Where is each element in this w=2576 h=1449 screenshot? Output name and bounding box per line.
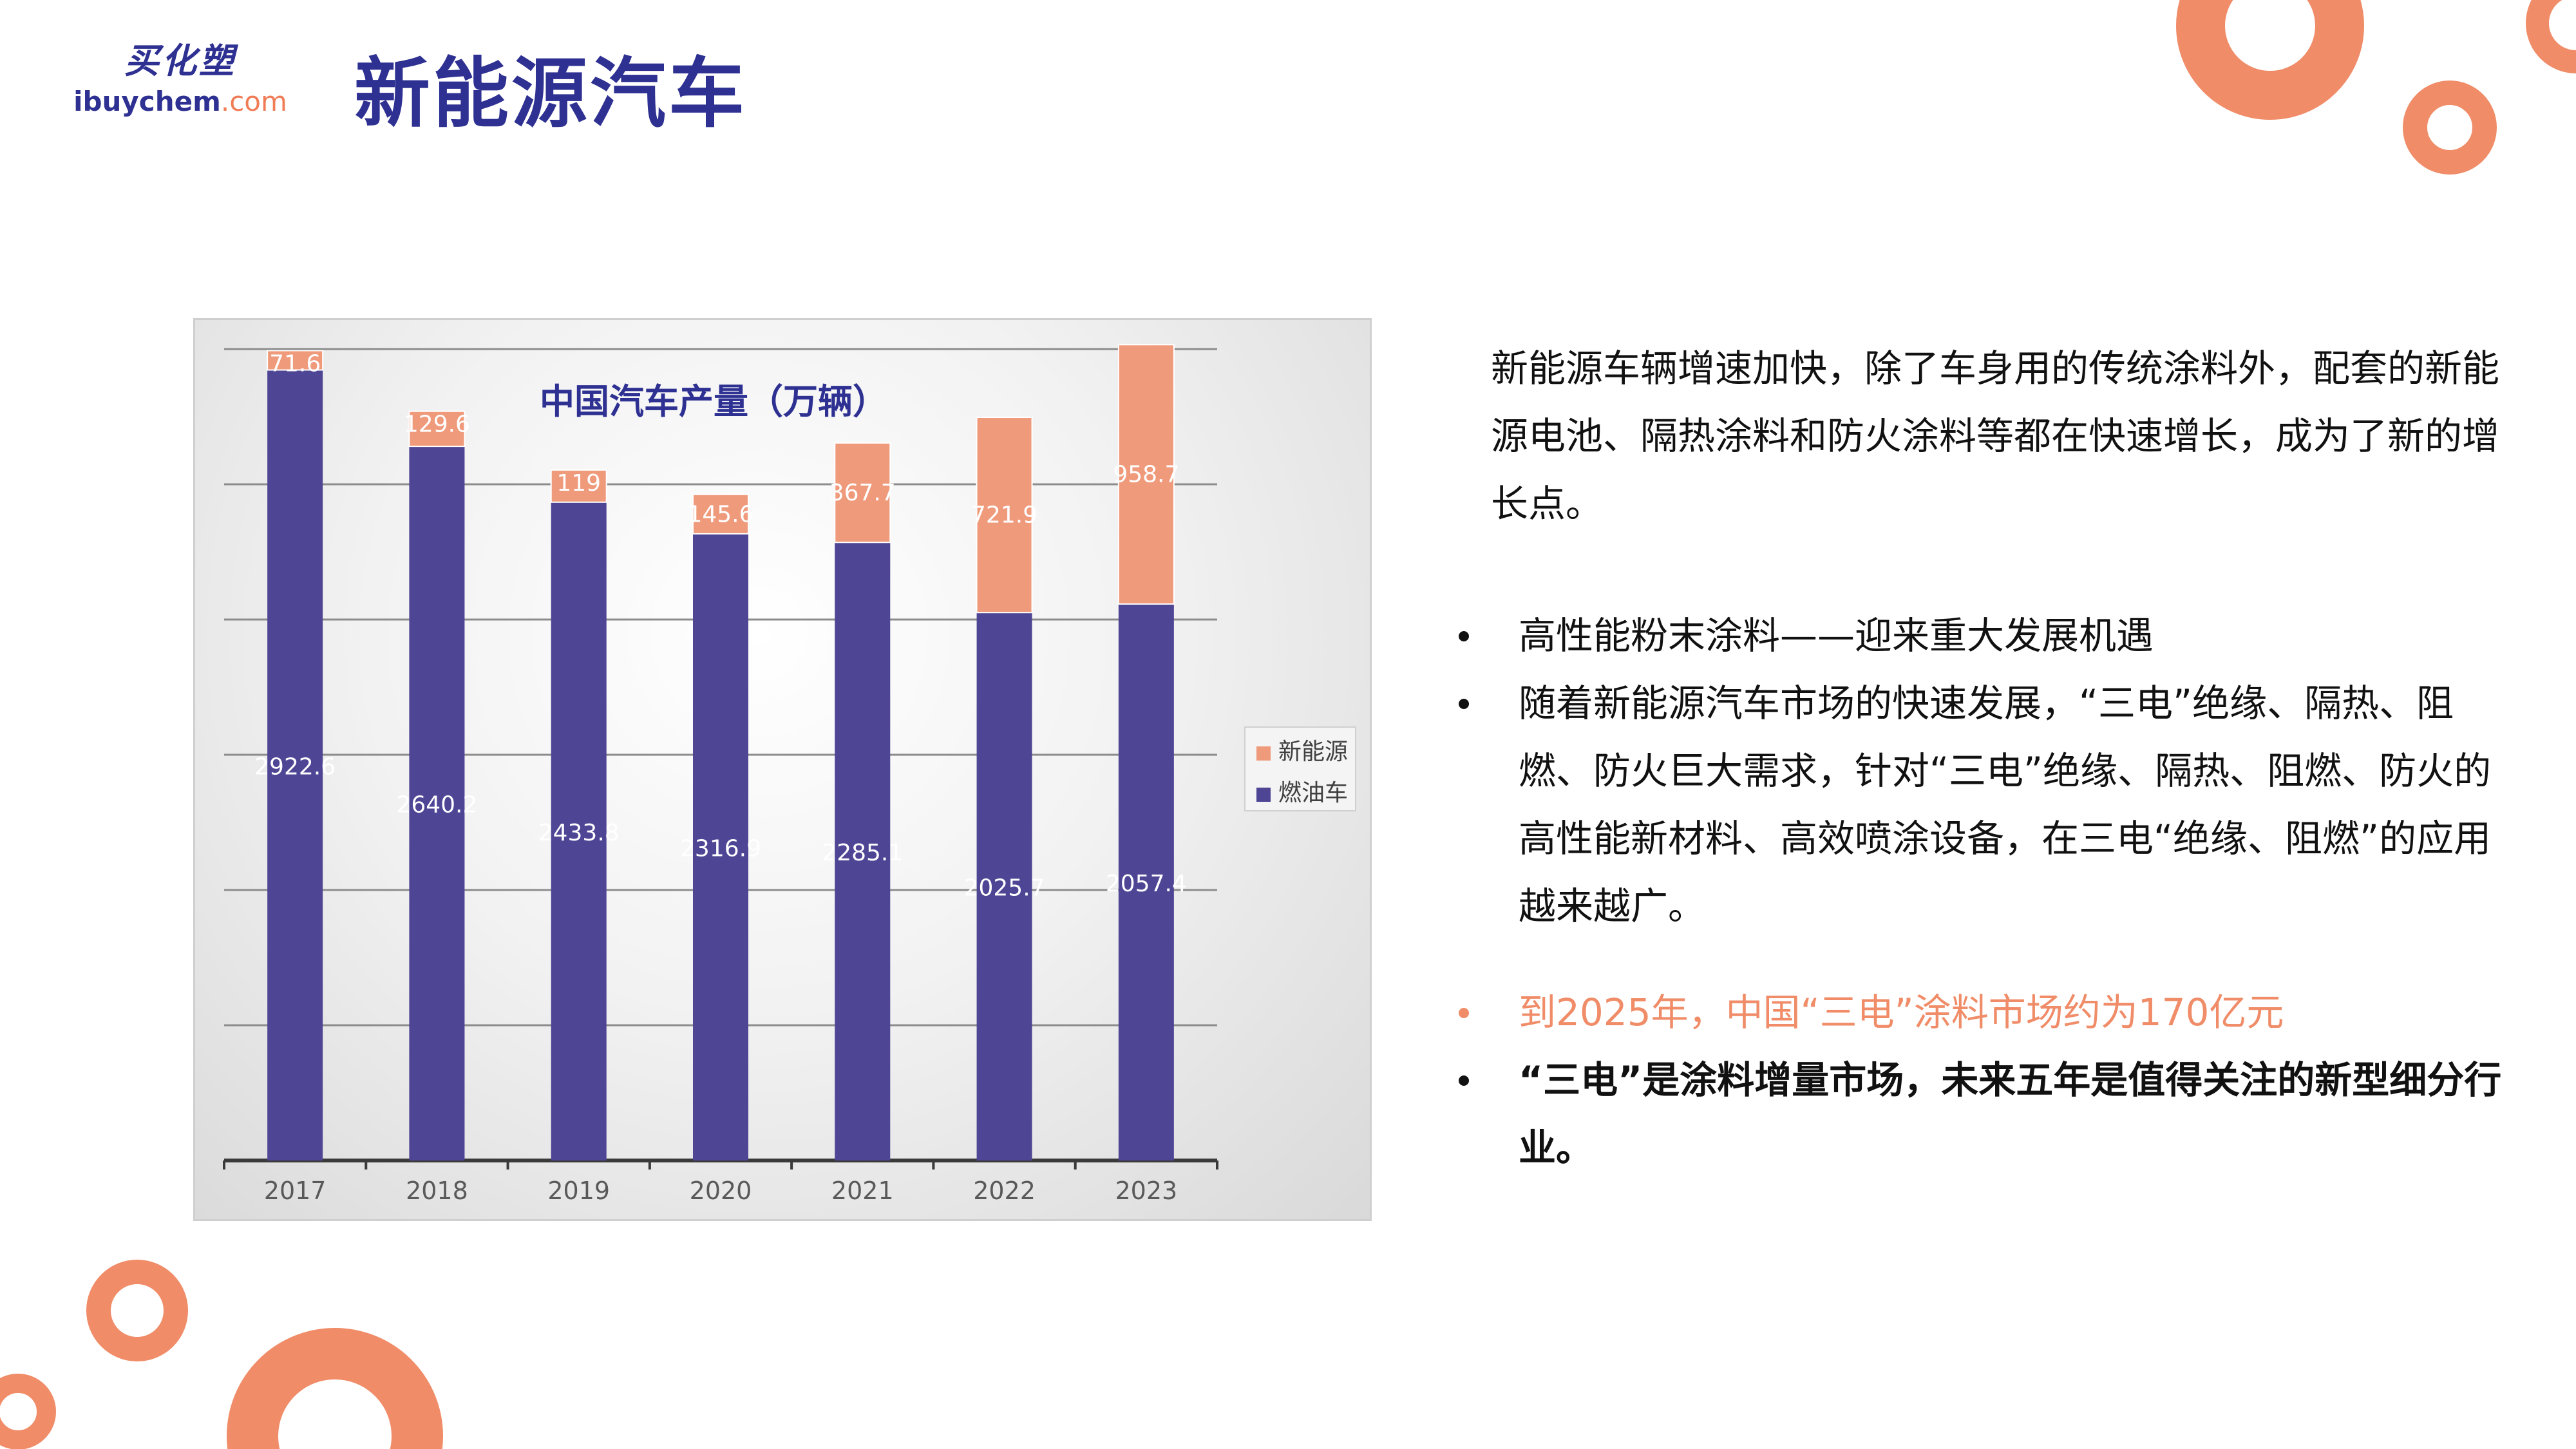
x-tick-label: 2021 [831, 1177, 894, 1205]
data-label-fuel: 2057.4 [1106, 871, 1187, 897]
x-tick-label: 2022 [973, 1177, 1036, 1205]
bullet-incremental-market: “三电”是涂料增量市场，未来五年是值得关注的新型细分行业。 [1459, 1046, 2515, 1182]
bullet-powder-coating: 高性能粉末涂料——迎来重大发展机遇 [1459, 602, 2515, 670]
x-tick-label: 2018 [406, 1177, 468, 1205]
bar-fuel-2023 [1118, 603, 1174, 1160]
logo-domain: ibuychem.com [71, 84, 290, 120]
bar-fuel-2017 [267, 370, 323, 1160]
data-label-nev: 119 [556, 470, 601, 497]
bullet-dot [1459, 1008, 1469, 1018]
bullet-dot [1459, 631, 1469, 641]
data-label-fuel: 2640.2 [396, 792, 477, 819]
data-label-fuel: 2285.1 [822, 840, 903, 866]
data-label-nev: 71.6 [269, 350, 321, 377]
bar-fuel-2019 [551, 502, 607, 1160]
bar-nev-2017 [267, 350, 324, 371]
data-label-fuel: 2433.8 [538, 820, 620, 846]
legend-swatch [1256, 746, 1271, 761]
bar-nev-2020 [692, 493, 749, 535]
bar-nev-2022 [976, 417, 1033, 614]
data-label-fuel: 2922.6 [254, 753, 336, 780]
bar-nev-2019 [550, 469, 607, 503]
data-label-nev: 367.7 [829, 480, 896, 506]
brand-logo: 买化塑 ibuychem.com [71, 39, 290, 120]
logo-domain-main: ibuychem [73, 86, 221, 117]
bar-nev-2018 [408, 410, 466, 448]
legend-label: 新能源 [1278, 739, 1348, 765]
decor-ring [2176, 0, 2364, 120]
bullet-text: 到2025年，中国“三电”涂料市场约为170亿元 [1519, 990, 2284, 1034]
intro-paragraph: 新能源车辆增速加快，除了车身用的传统涂料外，配套的新能源电池、隔热涂料和防火涂料… [1491, 346, 2500, 526]
data-label-nev: 721.9 [971, 502, 1037, 529]
bar-nev-2023 [1117, 344, 1175, 605]
text-column: 新能源车辆增速加快，除了车身用的传统涂料外，配套的新能源电池、隔热涂料和防火涂料… [1459, 335, 2515, 1182]
logo-chinese-name: 买化塑 [124, 41, 236, 81]
bullet-dot [1459, 699, 1469, 709]
data-label-fuel: 2316.9 [680, 835, 761, 862]
bar-fuel-2021 [835, 542, 891, 1160]
bullet-market-size: 到2025年，中国“三电”涂料市场约为170亿元 [1459, 979, 2515, 1046]
x-tick-label: 2023 [1115, 1177, 1177, 1205]
decor-rings-top-right [2176, 0, 2576, 175]
data-label-nev: 145.6 [687, 501, 753, 527]
bar-nev-2021 [834, 442, 891, 544]
x-tick-label: 2019 [547, 1177, 610, 1205]
data-label-fuel: 2025.7 [964, 875, 1045, 902]
decor-ring [86, 1260, 188, 1361]
bullet-dot [1459, 1075, 1469, 1086]
legend-label: 燃油车 [1278, 780, 1348, 806]
x-tick-label: 2020 [690, 1177, 752, 1205]
logo-domain-suffix: .com [220, 86, 287, 117]
data-label-nev: 129.6 [404, 412, 470, 438]
decor-ring [227, 1328, 443, 1449]
bar-fuel-2020 [693, 533, 748, 1160]
page-title: 新能源汽车 [354, 49, 748, 138]
bullet-list: 高性能粉末涂料——迎来重大发展机遇 随着新能源汽车市场的快速发展，“三电”绝缘、… [1459, 602, 2515, 940]
legend-swatch [1256, 788, 1271, 802]
bar-fuel-2022 [976, 612, 1032, 1160]
chart-panel: 中国汽车产量（万辆） 2922.6 71.6 2017 2640.2 129.6 2018 2… [193, 318, 1372, 1221]
bullet-market-development: 随着新能源汽车市场的快速发展，“三电”绝缘、隔热、阻燃、防火巨大需求，针对“三电… [1459, 670, 2515, 940]
bullet-text: 高性能粉末涂料——迎来重大发展机遇 [1519, 614, 2154, 658]
decor-ring [2403, 80, 2497, 175]
bullet-text: “三电”是涂料增量市场，未来五年是值得关注的新型细分行业。 [1519, 1058, 2502, 1170]
x-tick-label: 2017 [264, 1177, 327, 1205]
production-chart: 中国汽车产量（万辆） 2922.6 71.6 2017 2640.2 129.6 2018 2… [223, 344, 1356, 1205]
decor-ring [0, 1374, 56, 1449]
bullet-text: 随着新能源汽车市场的快速发展，“三电”绝缘、隔热、阻燃、防火巨大需求，针对“三电… [1519, 681, 2492, 928]
chart-title: 中国汽车产量（万辆） [540, 381, 887, 422]
data-label-nev: 958.7 [1113, 462, 1179, 488]
decor-ring [2526, 0, 2576, 73]
decor-rings-bottom-left [0, 1260, 443, 1449]
bar-fuel-2018 [409, 446, 465, 1160]
bullet-list-highlight: 到2025年，中国“三电”涂料市场约为170亿元 “三电”是涂料增量市场，未来五… [1459, 979, 2515, 1182]
